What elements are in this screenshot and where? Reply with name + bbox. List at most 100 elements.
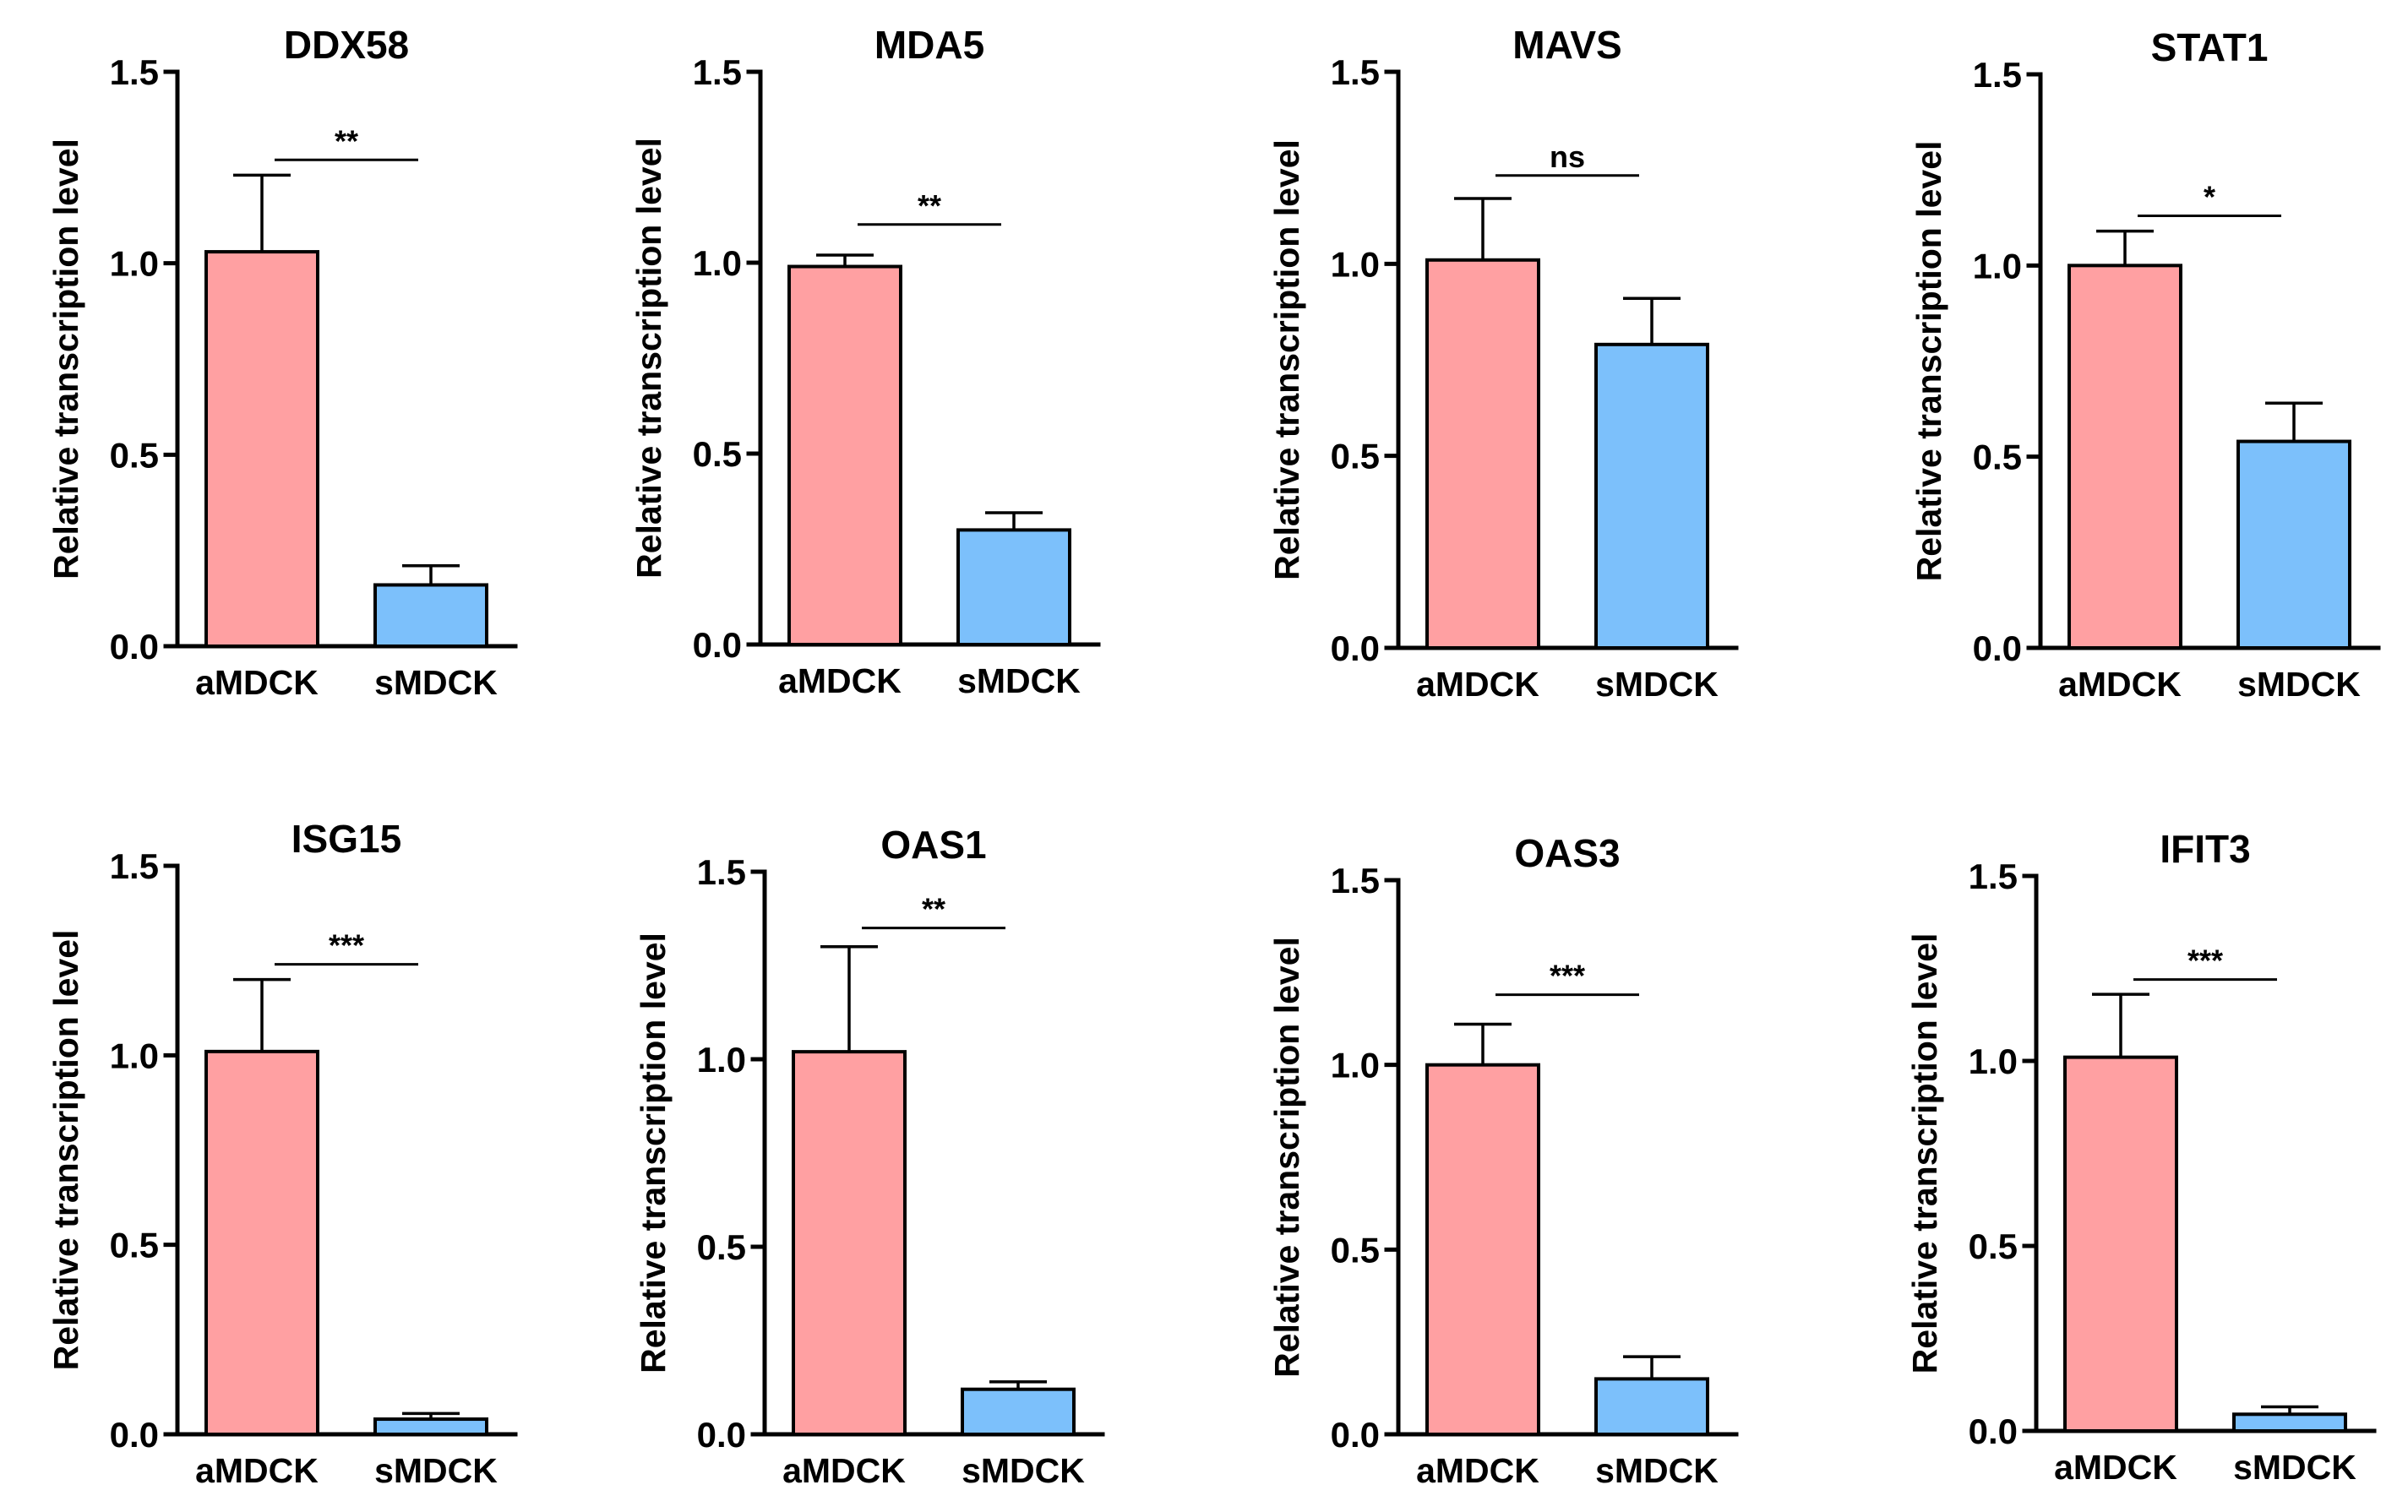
significance-label: ** [918,188,941,223]
bar-amdck [792,1050,907,1436]
error-bar [1454,1022,1512,1065]
y-axis-label: Relative transcription level [629,138,668,579]
bar-smdck [373,583,488,649]
x-tick-label: sMDCK [1595,1451,1719,1490]
x-tick-label: aMDCK [195,663,319,702]
y-tick-label: 1.0 [1969,1042,2018,1081]
y-tick-label: 0.5 [1969,1226,2018,1266]
chart-panel-mda5: MDA5 Relative transcription level 0.0 0.5 1.… [629,23,1101,700]
x-tick-label: sMDCK [2237,665,2361,704]
error-bar [402,1411,460,1420]
x-tick-label: aMDCK [1416,665,1539,704]
chart-panel-stat1: STAT1 Relative transcription level 0.0 0.5 1… [1910,25,2381,704]
y-tick-label: 1.0 [1331,244,1380,284]
chart-panel-isg15: ISG15 Relative transcription level 0.0 0.5 1… [46,817,518,1490]
bar-smdck [373,1417,488,1437]
chart-title: IFIT3 [2160,827,2250,871]
bar-smdck [961,1387,1076,1436]
y-axis-label: Relative transcription level [1905,933,1944,1374]
significance-label: ns [1550,139,1585,174]
y-tick-label: 1.5 [110,846,159,886]
bar-smdck [1594,342,1709,650]
y-tick-label: 0.0 [110,627,159,666]
chart-title: ISG15 [291,817,401,861]
y-tick-label: 0.0 [1331,628,1380,668]
error-bar [2092,993,2149,1058]
x-tick-label: sMDCK [374,663,498,702]
y-tick-label: 0.0 [1969,1411,2018,1451]
error-bar [1623,296,1681,345]
significance-label: *** [1550,959,1585,993]
y-tick-label: 0.5 [693,434,742,474]
y-tick-label: 0.0 [1973,628,2022,668]
y-tick-label: 1.0 [697,1040,746,1080]
chart-panel-oas3: OAS3 Relative transcription level 0.0 0.5 1.… [1267,831,1739,1490]
error-bar [402,564,460,585]
error-bar [1454,197,1512,260]
y-axis-label: Relative transcription level [1267,139,1306,580]
y-tick-label: 0.5 [1331,437,1380,476]
x-tick-label: aMDCK [782,1451,906,1490]
y-tick-label: 0.0 [697,1415,746,1455]
bar-amdck [787,264,902,646]
error-bar [816,253,874,267]
bar-amdck [2063,1055,2178,1433]
bar-amdck [204,1049,319,1436]
significance-label: ** [922,892,945,927]
bar-amdck [204,250,319,648]
y-tick-label: 1.5 [697,852,746,892]
y-tick-label: 0.5 [697,1227,746,1267]
chart-title: MDA5 [874,23,984,67]
bar-smdck [1594,1377,1709,1437]
error-bar [2265,401,2323,442]
y-tick-label: 0.0 [110,1415,159,1455]
bar-amdck [1425,1063,1540,1436]
chart-title: MAVS [1512,23,1622,67]
x-tick-label: sMDCK [374,1451,498,1490]
y-tick-label: 1.5 [1331,861,1380,900]
y-tick-label: 1.5 [1973,55,2022,95]
y-axis-label: Relative transcription level [1267,937,1306,1378]
error-bar [233,977,291,1052]
x-tick-label: sMDCK [2233,1448,2356,1487]
y-tick-label: 0.0 [1331,1415,1380,1455]
y-tick-label: 1.0 [110,244,159,284]
y-axis-label: Relative transcription level [1910,141,1948,582]
y-tick-label: 0.0 [693,625,742,665]
chart-panel-oas1: OAS1 Relative transcription level 0.0 0.5 1.… [634,823,1105,1490]
y-axis-label: Relative transcription level [634,933,673,1373]
x-tick-label: aMDCK [2058,665,2182,704]
error-bar [2261,1405,2318,1415]
y-tick-label: 1.0 [1331,1046,1380,1085]
error-bar [1623,1355,1681,1379]
x-tick-label: sMDCK [1595,665,1719,704]
chart-title: OAS1 [880,823,986,867]
y-axis-label: Relative transcription level [46,930,85,1371]
significance-label: ** [335,123,358,158]
error-bar [2096,229,2154,266]
x-tick-label: aMDCK [2054,1448,2177,1487]
y-tick-label: 0.5 [1973,438,2022,477]
y-tick-label: 1.5 [1331,52,1380,92]
y-tick-label: 1.0 [1973,246,2022,286]
x-tick-label: aMDCK [1416,1451,1539,1490]
y-tick-label: 1.5 [110,52,159,92]
y-tick-label: 1.5 [1969,857,2018,896]
significance-label: *** [329,928,364,963]
significance-label: *** [2187,944,2223,978]
chart-title: DDX58 [284,23,409,67]
x-tick-label: aMDCK [195,1451,319,1490]
y-tick-label: 0.5 [110,435,159,475]
bar-smdck [956,528,1071,647]
error-bar [985,511,1043,530]
bar-smdck [2236,439,2351,650]
chart-title: STAT1 [2151,25,2269,69]
y-tick-label: 1.0 [110,1036,159,1075]
error-bar [989,1380,1047,1390]
chart-panel-ddx58: DDX58 Relative transcription level 0.0 0.5 1… [46,23,518,702]
error-bar [820,945,878,1052]
bar-amdck [2068,264,2182,650]
y-tick-label: 0.5 [110,1226,159,1265]
x-tick-label: sMDCK [957,661,1081,700]
